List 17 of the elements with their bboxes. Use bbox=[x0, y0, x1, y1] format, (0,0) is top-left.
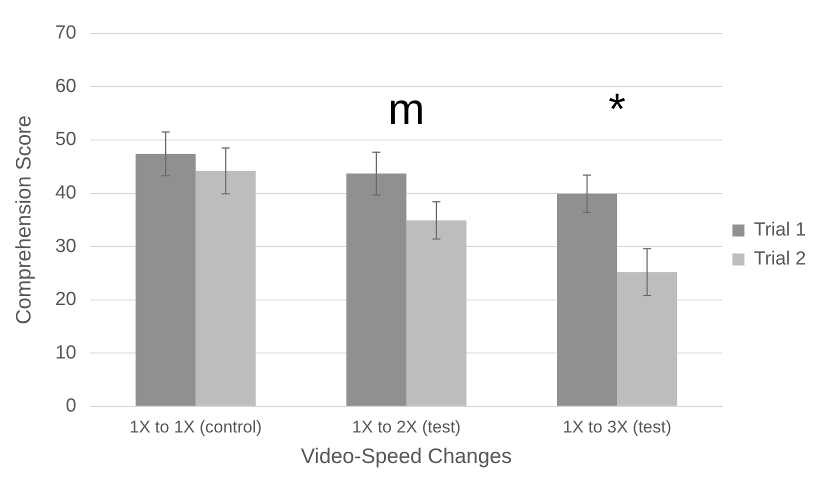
y-tick-label: 70 bbox=[55, 22, 76, 44]
y-tick-label: 60 bbox=[55, 76, 76, 97]
y-tick-label: 50 bbox=[55, 129, 76, 150]
x-tick-label: 1X to 1X (control) bbox=[130, 417, 262, 436]
annotation: * bbox=[608, 84, 626, 134]
legend-label: Trial 1 bbox=[754, 220, 806, 241]
annotation: m bbox=[388, 84, 425, 134]
y-tick-label: 20 bbox=[55, 289, 76, 310]
legend-label: Trial 2 bbox=[754, 248, 806, 270]
y-tick-label: 40 bbox=[55, 182, 76, 204]
y-tick-label: 0 bbox=[66, 396, 76, 417]
y-tick-label: 10 bbox=[55, 342, 76, 364]
y-tick-label: 30 bbox=[55, 236, 76, 257]
y-axis-title: Comprehension Score bbox=[12, 115, 36, 324]
x-axis-title: Video-Speed Changes bbox=[300, 445, 512, 468]
x-tick-label: 1X to 2X (test) bbox=[352, 417, 461, 436]
x-tick-label: 1X to 3X (test) bbox=[562, 417, 672, 436]
